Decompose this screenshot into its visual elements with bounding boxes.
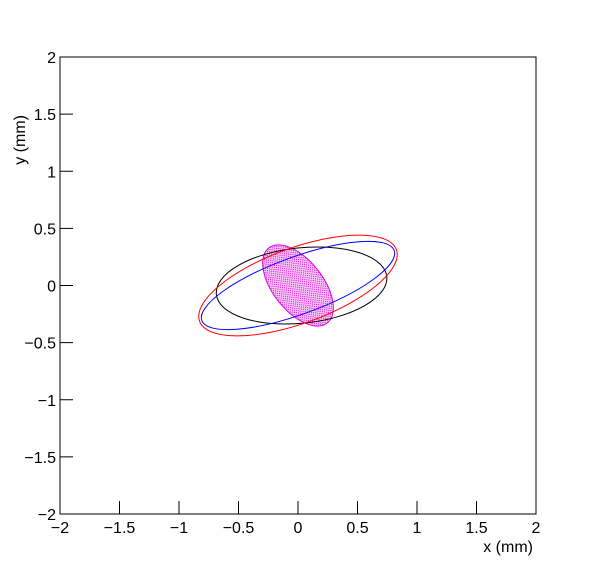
y-tick-label: 1.5: [34, 107, 56, 124]
ellipse: [262, 244, 334, 327]
ellipse: [200, 240, 396, 331]
ellipse: [198, 234, 398, 337]
x-axis-title: x (mm): [483, 539, 533, 556]
x-tick-label: −2: [51, 520, 69, 537]
y-tick-label: −0.5: [24, 336, 56, 353]
x-tick-label: −0.5: [223, 520, 255, 537]
y-axis-title: y (mm): [12, 115, 29, 165]
y-tick-label: −2: [38, 507, 56, 524]
y-tick-label: 0: [47, 279, 56, 296]
y-tick-label: 0.5: [34, 221, 56, 238]
x-tick-label: 2: [532, 520, 541, 537]
y-tick-label: −1.5: [24, 450, 56, 467]
x-tick-label: −1.5: [104, 520, 136, 537]
x-tick-label: 0.5: [346, 520, 368, 537]
y-tick-label: 1: [47, 164, 56, 181]
x-tick-label: 1: [413, 520, 422, 537]
x-tick-label: 0: [294, 520, 303, 537]
x-tick-label: 1.5: [465, 520, 487, 537]
y-tick-label: 2: [47, 50, 56, 67]
x-tick-label: −1: [170, 520, 188, 537]
y-tick-label: −1: [38, 393, 56, 410]
